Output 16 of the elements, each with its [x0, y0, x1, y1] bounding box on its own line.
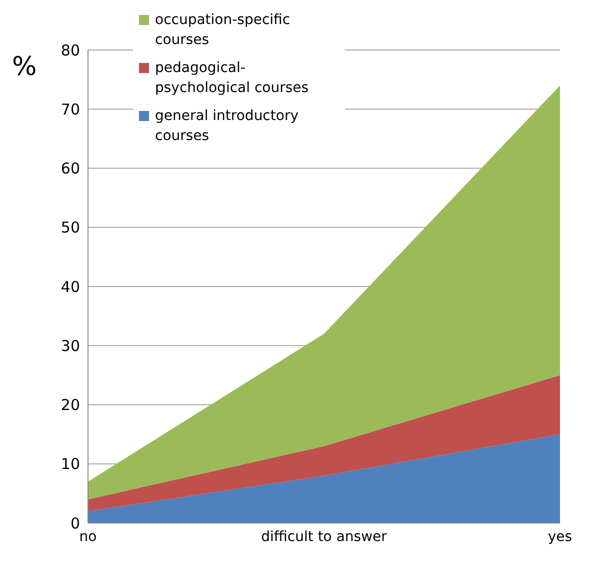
- legend-label: general introductory courses: [155, 107, 300, 146]
- y-tick-label: 70: [60, 100, 80, 118]
- y-tick-label: 50: [60, 218, 80, 237]
- y-tick-label: 60: [60, 160, 80, 178]
- y-tick-label: 10: [60, 455, 80, 474]
- x-tick-label: no: [79, 528, 97, 545]
- y-tick-label: 0: [70, 514, 80, 532]
- y-axis-title: %: [12, 52, 37, 82]
- y-tick-label: 80: [60, 41, 80, 60]
- y-tick-label: 30: [60, 336, 80, 355]
- y-tick-label: 20: [60, 396, 80, 414]
- legend-label: pedagogical-psychological courses: [155, 59, 310, 98]
- x-tick-label: yes: [548, 528, 572, 545]
- legend-label: occupation-specific courses: [155, 11, 292, 50]
- y-tick-label: 40: [60, 278, 80, 296]
- x-tick-label: difficult to answer: [261, 528, 388, 545]
